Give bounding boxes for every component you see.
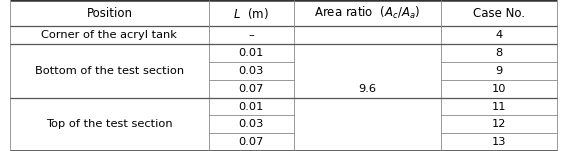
Text: 0.03: 0.03 — [239, 119, 264, 129]
Text: $L$  (m): $L$ (m) — [234, 6, 269, 21]
Text: 9.6: 9.6 — [358, 84, 376, 94]
Text: 0.03: 0.03 — [239, 66, 264, 76]
Text: 13: 13 — [492, 137, 506, 147]
Text: Corner of the acryl tank: Corner of the acryl tank — [41, 30, 177, 40]
Text: 0.01: 0.01 — [239, 101, 264, 111]
Text: 0.07: 0.07 — [239, 137, 264, 147]
Text: 9: 9 — [496, 66, 502, 76]
Text: 4: 4 — [496, 30, 502, 40]
Text: 10: 10 — [492, 84, 506, 94]
Text: –: – — [248, 30, 254, 40]
Text: Bottom of the test section: Bottom of the test section — [35, 66, 184, 76]
Text: 11: 11 — [492, 101, 506, 111]
Text: 0.01: 0.01 — [239, 48, 264, 58]
Text: Case No.: Case No. — [473, 7, 525, 20]
Text: Area ratio  ($A_c$/$A_a$): Area ratio ($A_c$/$A_a$) — [314, 5, 421, 21]
Text: 12: 12 — [492, 119, 506, 129]
Text: Top of the test section: Top of the test section — [46, 119, 173, 129]
Text: 8: 8 — [496, 48, 502, 58]
Text: 0.07: 0.07 — [239, 84, 264, 94]
Text: Position: Position — [86, 7, 133, 20]
